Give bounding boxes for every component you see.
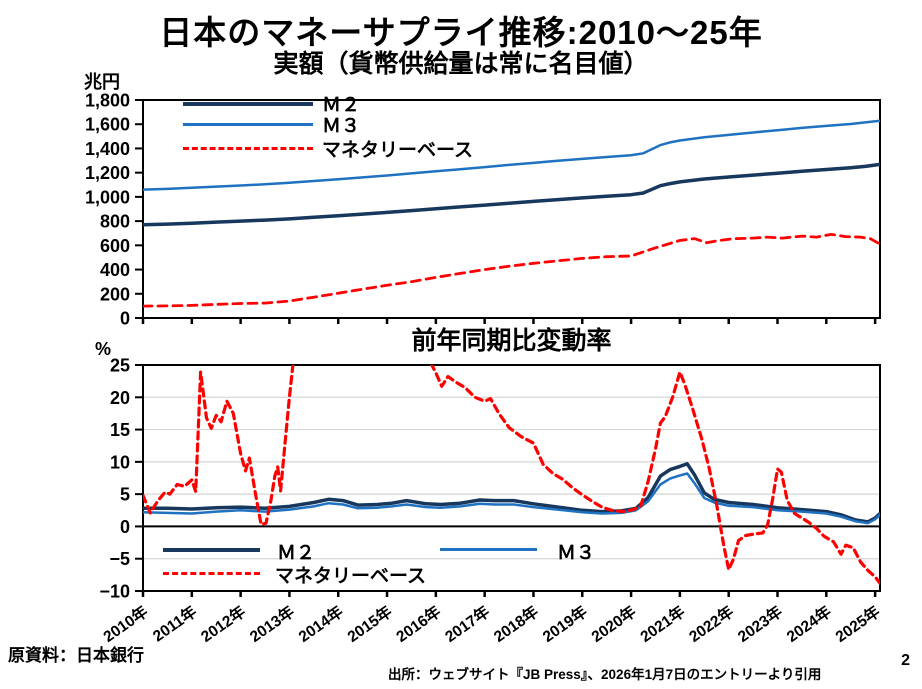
y-tick-label: −10 <box>99 582 130 602</box>
page-title: 日本のマネーサプライ推移:2010〜25年 <box>159 14 763 51</box>
x-tick-label: 2013年 <box>246 601 298 646</box>
y-tick-label: 1,000 <box>85 187 130 207</box>
plot-frame <box>142 364 881 592</box>
primary-source-note: 原資料：日本銀行 <box>8 646 144 665</box>
yoy-chart-series-1 <box>143 472 880 525</box>
yoy-chart-unit-label: % <box>95 339 112 359</box>
level-chart: 0 200 400 600 800 1,000 1,200 1,400 1,600 1,800 <box>85 91 881 329</box>
x-tick-label: 2025年 <box>832 601 884 646</box>
y-tick-label: 25 <box>110 356 130 376</box>
y-tick-label: 1,200 <box>85 163 130 183</box>
m3-legend-label: Ｍ３ <box>322 116 361 137</box>
plot-frame <box>142 99 881 319</box>
x-tick-label: 2010年 <box>99 601 151 646</box>
monetary-base-line-swatch <box>183 147 313 150</box>
yoy-chart-series-2 <box>143 365 880 585</box>
x-tick-label: 2023年 <box>734 601 786 646</box>
y-tick-label: 200 <box>100 284 130 304</box>
y-tick-label: 1,800 <box>85 91 130 111</box>
y-tick-label: 20 <box>110 388 130 408</box>
m3-line-swatch <box>440 548 537 551</box>
level-chart-legend: Ｍ２ Ｍ３ マネタリーベース <box>183 93 474 161</box>
x-tick-label: 2012年 <box>197 601 249 646</box>
x-tick-label: 2020年 <box>588 601 640 646</box>
y-tick-label: 1,400 <box>85 139 130 159</box>
m2-line-swatch <box>163 548 260 552</box>
y-tick-label: 800 <box>100 212 130 232</box>
y-tick-label: 600 <box>100 236 130 256</box>
monetary-base-legend-label: マネタリーベース <box>275 566 427 587</box>
y-tick-label: −5 <box>109 549 130 569</box>
x-tick-label: 2011年 <box>149 601 201 645</box>
y-tick-label: 5 <box>120 485 130 505</box>
x-tick-label: 2024年 <box>783 601 835 646</box>
monetary-base-legend-label: マネタリーベース <box>322 140 474 161</box>
y-tick-label: 1,600 <box>85 115 130 135</box>
yoy-chart-title: 前年同期比変動率 <box>411 327 612 355</box>
y-tick-label: 10 <box>110 452 130 472</box>
m2-line-swatch <box>183 101 313 106</box>
level-chart-series-2 <box>143 232 880 308</box>
page-number: 2 <box>901 652 910 669</box>
x-tick-label: 2017年 <box>441 601 493 646</box>
yoy-chart-series-0 <box>143 462 880 524</box>
x-tick-label: 2014年 <box>295 601 347 646</box>
m3-line-swatch <box>183 123 313 126</box>
y-tick-label: 15 <box>110 420 130 440</box>
x-tick-label: 2019年 <box>539 601 591 646</box>
x-tick-label: 2018年 <box>490 601 542 646</box>
y-tick-label: 0 <box>120 517 130 537</box>
level-chart-series-0 <box>143 162 880 227</box>
x-tick-label: 2016年 <box>392 601 444 646</box>
m2-legend-label: Ｍ２ <box>322 95 361 116</box>
m2-legend-label: Ｍ２ <box>277 543 316 564</box>
level-chart-series-1 <box>143 119 880 191</box>
monetary-base-line-swatch <box>163 572 260 575</box>
level-chart-title: 実額（貨幣供給量は常に名目値） <box>273 50 649 78</box>
y-tick-label: 400 <box>100 260 130 280</box>
level-chart-unit-label: 兆円 <box>84 72 120 92</box>
x-tick-label: 2022年 <box>685 601 737 646</box>
y-tick-label: 0 <box>120 309 130 329</box>
legend-item-monetary-base: マネタリーベース <box>183 138 474 161</box>
m3-legend-label: Ｍ３ <box>557 543 596 564</box>
legend-item-m2: Ｍ２ <box>183 93 473 116</box>
legend-item-m3: Ｍ３ <box>183 114 473 137</box>
x-tick-label: 2021年 <box>636 601 688 646</box>
x-tick-label: 2015年 <box>343 601 395 646</box>
citation-note: 出所：ウェブサイト『JB Press』、2026年1月7日のエントリーより引用 <box>388 667 822 682</box>
